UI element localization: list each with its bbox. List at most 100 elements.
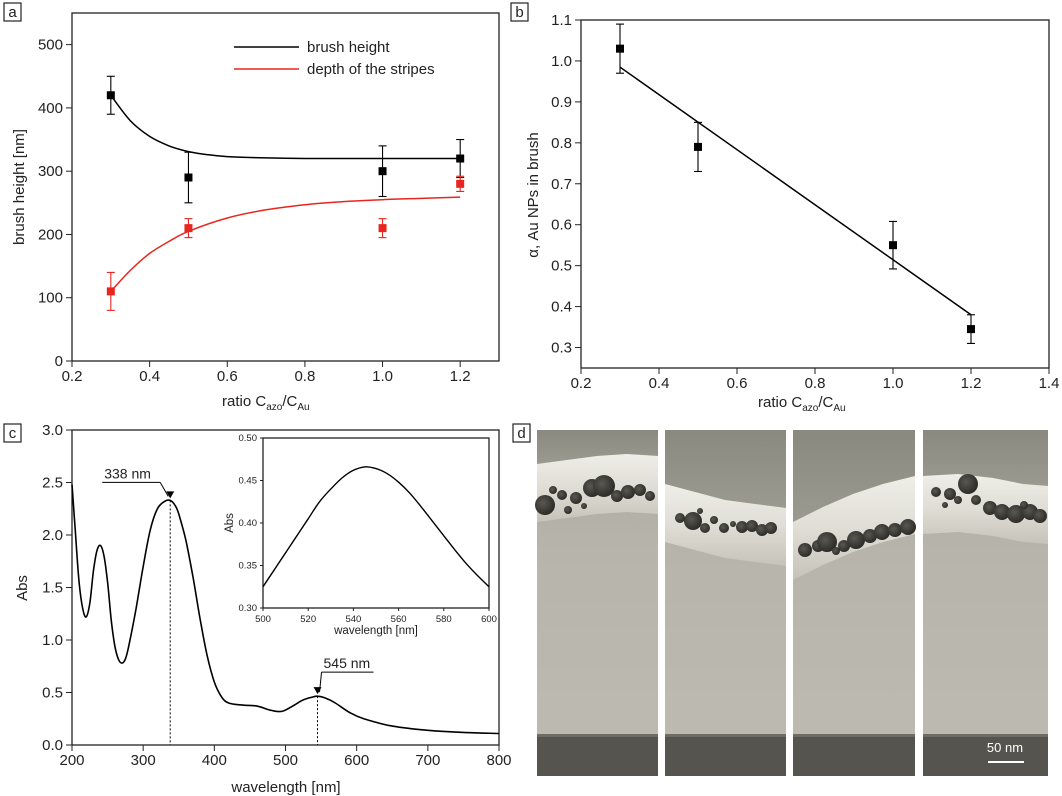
y-tick-label: 0 xyxy=(55,353,63,370)
y-tick-label: 0.6 xyxy=(551,217,572,234)
y-tick-label: 200 xyxy=(38,226,63,243)
x-tick-label: 1.0 xyxy=(372,368,393,385)
panel-c-y-ticks: 0.0 0.5 1.0 1.5 2.0 2.5 3.0 xyxy=(42,422,72,754)
panel-d-tag: d xyxy=(517,425,525,442)
strip-substrate xyxy=(923,734,1048,776)
fit-curve xyxy=(110,196,461,292)
inset-spectrum-line xyxy=(262,466,490,588)
y-tick-label: 0.30 xyxy=(239,603,258,614)
y-tick-label: 0.45 xyxy=(239,476,258,487)
x-tick-label: 1.2 xyxy=(450,368,471,385)
nanoparticle xyxy=(931,487,941,497)
nanoparticle xyxy=(888,523,902,537)
y-tick-label: 0.4 xyxy=(551,299,572,316)
y-tick-label: 300 xyxy=(38,163,63,180)
nanoparticle xyxy=(684,512,702,530)
nanoparticle xyxy=(942,502,948,508)
annotation-arrowhead xyxy=(313,687,322,695)
micrograph-strip xyxy=(535,430,658,776)
panel-c-x-ticks: 200 300 400 500 600 700 800 xyxy=(59,745,512,769)
panel-a-tag-box xyxy=(3,2,22,22)
x-tick-label: 700 xyxy=(415,752,440,769)
strip-top-region xyxy=(665,430,786,508)
y-tick-label: 1.0 xyxy=(42,632,63,649)
panel-b-y-axis-label: α, Au NPs in brush xyxy=(525,132,542,257)
panel-d-micrograph-strips xyxy=(535,430,1048,776)
panel-c-peak-drop-lines xyxy=(169,500,319,745)
nanoparticle xyxy=(581,503,587,509)
x-tick-label: 600 xyxy=(344,752,369,769)
x-tick-label: 0.2 xyxy=(62,368,83,385)
panel-a-y-axis-label: brush height [nm] xyxy=(11,129,28,245)
y-tick-label: 1.0 xyxy=(551,53,572,70)
strip-top-region xyxy=(537,430,658,464)
nanoparticle xyxy=(847,531,865,549)
nanoparticle xyxy=(611,490,623,502)
nanoparticle xyxy=(765,522,777,534)
legend-label-brush-height: brush height xyxy=(307,39,390,56)
y-tick-label: 0.35 xyxy=(239,561,258,572)
strip-top-region xyxy=(923,430,1048,486)
nanoparticle xyxy=(1033,509,1047,523)
x-tick-label: 1.2 xyxy=(961,375,982,392)
panel-b-data-points xyxy=(616,44,975,334)
panel-b: 0.3 0.4 0.5 0.6 0.7 0.8 0.9 1.0 1.1 0.2 0.4 0.6 0.8… xyxy=(510,2,1060,414)
micrograph-strip xyxy=(665,430,786,776)
data-point xyxy=(889,241,897,250)
x-tick-label: 560 xyxy=(391,614,407,625)
nanoparticle xyxy=(564,506,572,514)
nanoparticle xyxy=(832,547,840,555)
panel-a-plot-frame xyxy=(71,12,500,362)
strip-brush-layer xyxy=(793,476,915,580)
nanoparticle xyxy=(900,519,916,535)
nanoparticle xyxy=(798,543,812,557)
nanoparticle xyxy=(621,485,635,499)
annotation-arrow xyxy=(159,482,169,497)
data-point xyxy=(378,224,387,233)
strip-substrate xyxy=(665,734,786,776)
panel-b-tag: b xyxy=(515,4,523,21)
x-tick-label: 300 xyxy=(131,752,156,769)
nanoparticle xyxy=(645,491,655,501)
x-tick-label: 200 xyxy=(59,752,84,769)
peak-label: 545 nm xyxy=(324,655,371,671)
strip-substrate-edge xyxy=(665,734,786,737)
x-tick-label: 500 xyxy=(255,614,271,625)
nanoparticle xyxy=(1020,501,1028,509)
x-tick-label: 0.4 xyxy=(139,368,160,385)
panel-c: 0.0 0.5 1.0 1.5 2.0 2.5 3.0 200 300 400 500 600 700… xyxy=(3,422,512,796)
nanoparticle xyxy=(634,484,646,496)
nanoparticle xyxy=(746,520,758,532)
y-tick-label: 3.0 xyxy=(42,422,63,439)
legend-label-depth-of-stripes: depth of the stripes xyxy=(307,61,435,78)
x-tick-label: 520 xyxy=(300,614,316,625)
x-tick-label: 600 xyxy=(481,614,497,625)
strip-substrate xyxy=(793,734,915,776)
data-point xyxy=(184,173,193,182)
fit-curve xyxy=(110,94,461,160)
strip-substrate-edge xyxy=(793,734,915,737)
panel-a-data-points xyxy=(106,91,465,296)
data-point xyxy=(106,287,115,296)
panel-a-error-bars xyxy=(106,75,465,311)
y-tick-label: 0.8 xyxy=(551,135,572,152)
x-tick-label: 800 xyxy=(486,752,511,769)
nanoparticle xyxy=(1007,505,1025,523)
panel-c-tag: c xyxy=(9,425,17,442)
fit-curve xyxy=(619,66,972,316)
nanoparticle xyxy=(730,521,736,527)
x-tick-label: 1.4 xyxy=(1039,375,1060,392)
y-tick-label: 0.7 xyxy=(551,176,572,193)
panel-c-peak-annotations: 338 nm 545 nm xyxy=(102,465,374,695)
inset-x-axis-label: wavelength [nm] xyxy=(333,625,418,637)
nanoparticle xyxy=(863,529,877,543)
y-tick-label: 0.5 xyxy=(42,685,63,702)
nanoparticle xyxy=(570,492,582,504)
nanoparticle xyxy=(971,495,981,505)
inset-plot-frame xyxy=(262,437,490,609)
x-tick-label: 0.8 xyxy=(294,368,315,385)
strip-substrate-edge xyxy=(537,734,658,737)
y-tick-label: 2.5 xyxy=(42,475,63,492)
panel-b-tag-box xyxy=(510,2,529,22)
